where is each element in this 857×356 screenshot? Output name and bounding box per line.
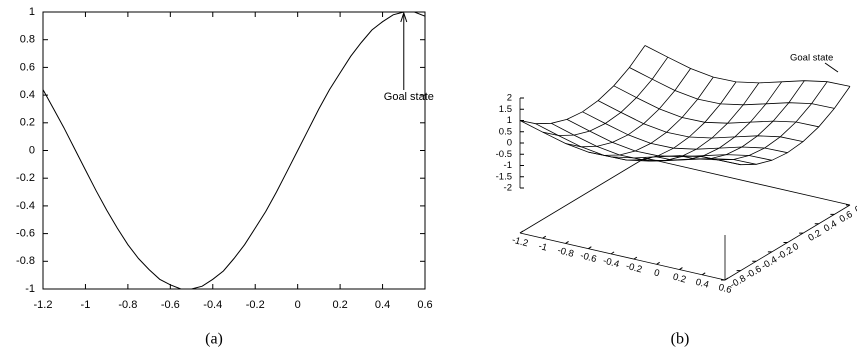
tick-mark: [633, 256, 638, 260]
z-tick-label: -0.5: [496, 149, 512, 160]
surface-line: [644, 45, 851, 87]
surface-line: [519, 45, 646, 125]
surface-line: [611, 81, 737, 161]
y-tick-label: -1: [25, 283, 35, 295]
surface-line: [656, 81, 783, 161]
x-tick-label: 0: [653, 267, 661, 279]
plot-frame: [42, 11, 426, 290]
y-tick-label: 0: [29, 144, 35, 156]
y-tick-label: 0.6: [838, 209, 855, 225]
x-tick-label: -0.2: [246, 299, 265, 311]
annotation-text: Goal state: [790, 53, 833, 64]
x-tick-label: -1: [81, 299, 91, 311]
annotation-arrow: [824, 62, 839, 73]
tick-mark: [701, 272, 706, 276]
x-tick-label: -0.8: [556, 245, 575, 260]
surface-line: [633, 82, 760, 162]
axis-box: [644, 157, 851, 206]
y-tick-label: 1: [29, 6, 35, 18]
surface-line: [679, 80, 805, 160]
surface-line: [582, 111, 788, 154]
surface-line: [629, 67, 835, 109]
surface-line: [613, 85, 819, 128]
x-tick-label: 0: [295, 299, 301, 311]
tick-mark: [519, 230, 524, 234]
x-tick-label: -1.2: [511, 235, 530, 250]
data-line: [42, 11, 426, 290]
x-tick-label: 0.6: [417, 299, 432, 311]
z-tick-label: 0: [507, 138, 512, 149]
y-tick-label: 0.8: [20, 34, 35, 46]
x-tick-label: -0.4: [602, 255, 621, 270]
caption: (a): [205, 331, 223, 348]
z-tick-label: 1: [507, 115, 512, 126]
surface-line: [566, 119, 772, 161]
surface-line: [542, 56, 669, 136]
tick-mark: [610, 251, 615, 255]
x-tick-label: 0.4: [375, 299, 390, 311]
caption: (b): [671, 331, 690, 348]
y-tick-label: 0.6: [20, 61, 35, 73]
x-tick-label: -0.6: [579, 250, 598, 265]
tick-mark: [588, 246, 592, 250]
y-tick-label: 0.8: [853, 200, 857, 216]
x-tick-label: 0.2: [332, 299, 347, 311]
z-tick-label: 1.5: [499, 104, 512, 115]
tick-mark: [679, 267, 683, 270]
z-tick-label: -2: [504, 183, 512, 194]
y-tick-label: -0.6: [16, 228, 35, 240]
y-tick-label: 0: [791, 241, 801, 253]
surface-line: [535, 123, 741, 166]
tick-mark: [724, 277, 729, 281]
surface-line: [702, 81, 828, 161]
x-tick-label: 0.4: [694, 277, 710, 291]
x-tick-label: -1.2: [34, 299, 53, 311]
tick-mark: [565, 241, 569, 244]
y-tick-label: 0.4: [20, 89, 35, 101]
y-tick-label: -0.8: [16, 255, 35, 267]
surface-line: [588, 76, 714, 156]
y-tick-label: 0.2: [806, 228, 823, 244]
y-tick-label: 0.4: [822, 218, 839, 234]
axis-box: [519, 157, 646, 234]
x-tick-label: -0.2: [625, 261, 644, 276]
x-tick-label: -0.6: [161, 299, 180, 311]
z-tick-label: 0.5: [499, 126, 512, 137]
surface-line: [565, 68, 691, 148]
z-tick-label: -1.5: [496, 171, 512, 182]
surface-line: [597, 100, 804, 142]
y-tick-label: 0.2: [20, 117, 35, 129]
x-tick-label: -1: [537, 241, 548, 254]
y-tick-label: -0.2: [16, 172, 35, 184]
tick-mark: [542, 235, 547, 239]
x-tick-label: -0.4: [203, 299, 222, 311]
x-tick-label: 0.6: [717, 282, 733, 296]
surface-line: [724, 86, 851, 166]
x-tick-label: 0.2: [672, 272, 688, 286]
y-tick-label: -0.4: [16, 200, 35, 212]
z-tick-label: -1: [504, 160, 512, 171]
z-tick-label: 2: [507, 93, 512, 104]
tick-mark: [656, 261, 660, 265]
annotation-text: Goal state: [384, 91, 434, 103]
x-tick-label: -0.8: [118, 299, 137, 311]
surface-line: [551, 122, 757, 165]
axis-box: [519, 232, 726, 281]
arrow-head: [400, 11, 408, 23]
